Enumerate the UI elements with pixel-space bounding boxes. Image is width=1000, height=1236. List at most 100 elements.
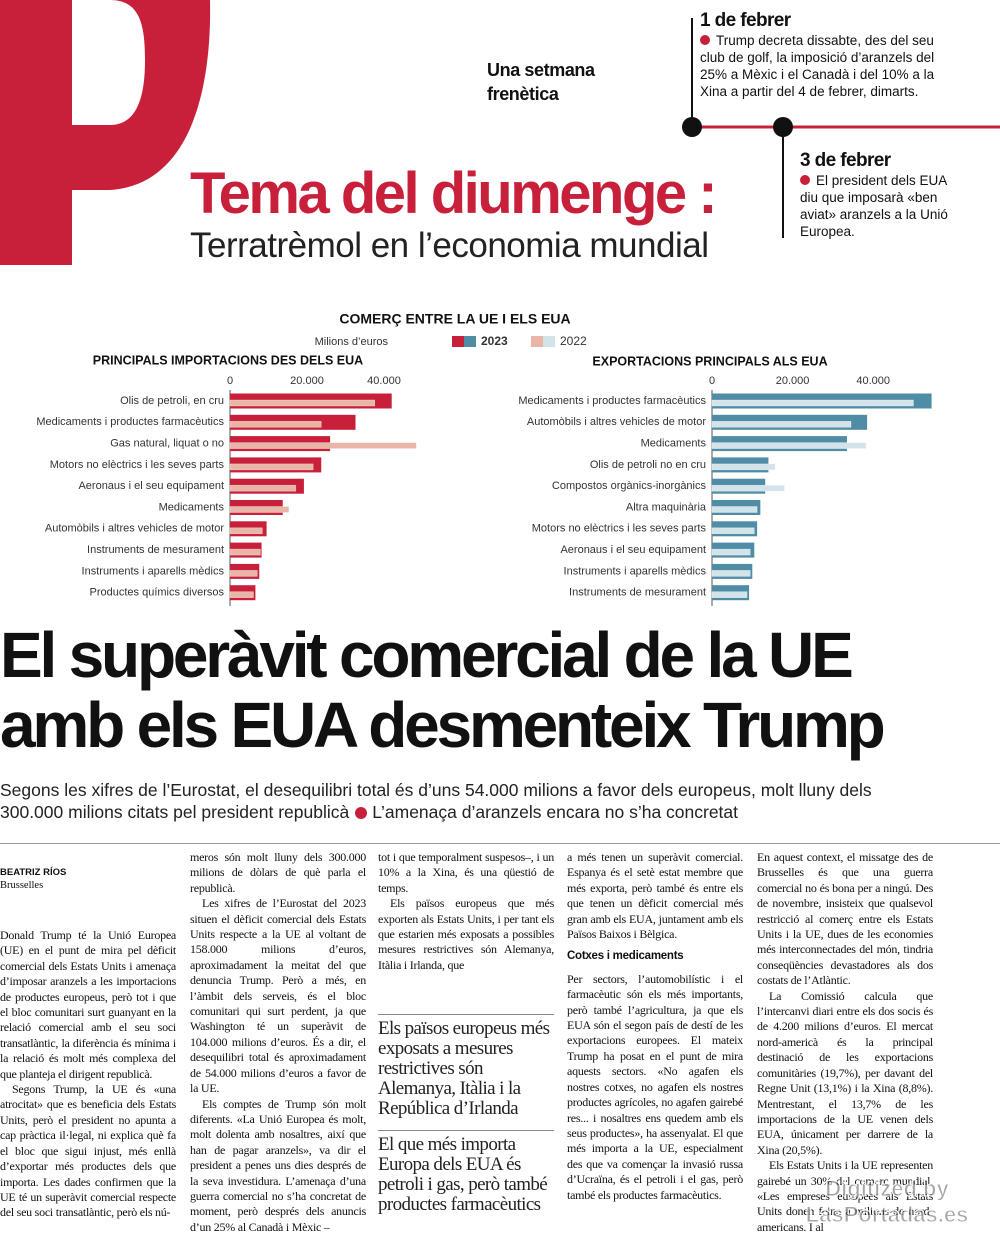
bar [711, 548, 751, 556]
timeline-title: Una setmana frenètica [487, 60, 595, 104]
category-label: Medicaments i productes farmacèutics [36, 416, 224, 428]
legend-swatch [452, 336, 464, 347]
bar [229, 421, 322, 428]
x-tick-label: 20.000 [776, 375, 810, 387]
paragraph: En aquest context, el missatge des de Br… [757, 850, 933, 988]
paragraph: La Comissió calcula que l’intercanvi dia… [757, 988, 933, 1157]
bar [229, 442, 417, 449]
text-column: En aquest context, el missatge des de Br… [757, 850, 933, 1236]
bar [229, 548, 261, 556]
paragraph: Els països europeus que més exporten als… [378, 896, 554, 972]
event-date: 1 de febrer [700, 10, 791, 31]
event-date: 3 de febrer [800, 150, 891, 171]
bar [711, 463, 776, 471]
kicker: Tema del diumenge : [190, 161, 718, 226]
chart-unit: Milions d’euros [315, 336, 389, 348]
category-label: Motors no elèctrics i les seves parts [50, 459, 225, 471]
bar [711, 399, 914, 407]
bullet [355, 807, 368, 819]
standfirst-text: Segons les xifres de l’Eurostat, el dese… [0, 780, 872, 822]
category-label: Instruments i aparells mèdics [82, 565, 225, 577]
bar [229, 506, 290, 513]
category-label: Olis de petroli, en cru [120, 395, 224, 407]
legend-label: 2022 [560, 334, 587, 348]
x-tick-label: 20.000 [290, 375, 324, 387]
timeline-dot [682, 117, 702, 137]
bar [229, 463, 314, 471]
timeline-dot [773, 117, 793, 137]
category-label: Altra maquinària [626, 501, 707, 513]
watermark: Digitized by LasPortadas.es [805, 1176, 969, 1228]
legend-label: 2023 [481, 334, 508, 348]
panel-title: PRINCIPALS IMPORTACIONS DES DELS EUA [93, 353, 363, 367]
bar [711, 570, 751, 577]
text-column: Donald Trump té la Unió Europea (UE) en … [0, 928, 176, 1236]
timeline-event: 3 de febrer El president dels EUA diu qu… [800, 150, 960, 240]
paragraph: tot i que temporalment suspesos–, i un 1… [378, 850, 554, 895]
subhead: Cotxes i medicaments [567, 950, 684, 963]
text-column: a més tenen un superàvit comercial. Espa… [567, 850, 743, 1236]
event-text: Trump decreta dissabte, des del seu club… [700, 32, 960, 100]
event-text: El president dels EUA diu que imposarà «… [800, 172, 960, 240]
red-letter-p [0, 0, 211, 265]
standfirst-text: L’amenaça d’aranzels encara no s’ha conc… [372, 802, 739, 822]
bar [229, 527, 263, 535]
text-column: meros són molt lluny dels 300.000 milion… [190, 850, 366, 1236]
category-label: Motors no elèctrics i les seves parts [532, 523, 707, 535]
bar [711, 442, 867, 449]
bar [229, 484, 297, 492]
byline: BEATRIZ RÍOS Brusselles [0, 866, 175, 892]
category-label: Aeronaus i el seu equipament [78, 480, 224, 492]
legend-swatch [531, 336, 543, 347]
legend-swatch [543, 336, 555, 347]
legend-swatch [464, 336, 476, 347]
timeline-event: 1 de febrer Trump decreta dissabte, des … [700, 10, 960, 100]
trade-chart: COMERÇ ENTRE LA UE I ELS EUA Milions d’e… [36, 311, 932, 606]
paragraph: meros són molt lluny dels 300.000 milion… [190, 850, 366, 895]
category-label: Automòbils i altres vehicles de motor [527, 416, 706, 428]
panel-title: EXPORTACIONS PRINCIPALS ALS EUA [592, 354, 827, 368]
category-label: Medicaments [159, 501, 225, 513]
paragraph: Segons Trump, la UE és «una atrocitat» q… [0, 1082, 176, 1220]
x-tick-label: 0 [227, 375, 233, 387]
chart-title: COMERÇ ENTRE LA UE I ELS EUA [339, 311, 570, 327]
pull-quote: Els països europeus més exposats a mesur… [378, 1014, 554, 1119]
x-tick-label: 0 [709, 375, 715, 387]
paragraph: Donald Trump té la Unió Europea (UE) en … [0, 928, 176, 1081]
bar [711, 484, 785, 492]
headline: amb els EUA desmenteix Trump [0, 689, 886, 761]
bar [711, 591, 748, 598]
category-label: Olis de petroli no en cru [590, 459, 706, 471]
bar [711, 527, 755, 535]
bar [229, 399, 376, 407]
category-label: Compostos orgànics-inorgànics [552, 480, 707, 492]
category-label: Instruments de mesurament [569, 587, 706, 599]
pull-quote: El que més importa Europa dels EUA és pe… [378, 1130, 554, 1215]
x-tick-label: 40.000 [367, 375, 401, 387]
rule [0, 843, 1000, 844]
category-label: Gas natural, liquat o no [110, 438, 224, 450]
author: BEATRIZ RÍOS [0, 867, 67, 878]
x-tick-label: 40.000 [856, 375, 890, 387]
bar [229, 570, 258, 577]
category-label: Productes químics diversos [90, 587, 225, 599]
paragraph: Els comptes de Trump són molt diferents.… [190, 1096, 366, 1234]
headline: El superàvit comercial de la UE [0, 619, 854, 691]
category-label: Instruments de mesurament [87, 544, 224, 556]
standfirst: Segons les xifres de l’Eurostat, el dese… [0, 779, 900, 823]
text-column: tot i que temporalment suspesos–, i un 1… [378, 850, 554, 1006]
bar [711, 421, 852, 428]
paragraph: Els Estats Units i la UE representen gai… [757, 1158, 933, 1234]
location: Brusselles [0, 880, 44, 891]
bar [711, 506, 758, 513]
section-title: Terratrèmol en l’economia mundial [190, 226, 709, 265]
paragraph: Les xifres de l’Eurostat del 2023 situen… [190, 896, 366, 1096]
category-label: Instruments i aparells mèdics [564, 565, 707, 577]
paragraph: a més tenen un superàvit comercial. Espa… [567, 850, 743, 942]
category-label: Medicaments i productes farmacèutics [518, 395, 706, 407]
category-label: Aeronaus i el seu equipament [560, 544, 706, 556]
category-label: Automòbils i altres vehicles de motor [45, 523, 224, 535]
bar [229, 591, 254, 598]
